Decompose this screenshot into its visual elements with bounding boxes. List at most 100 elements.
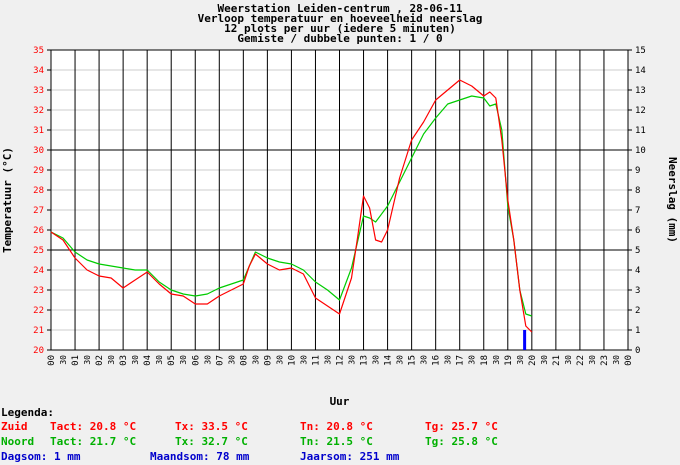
plot-border <box>50 49 629 351</box>
chart-title-line2: Verloop temperatuur en hoeveelheid neers… <box>197 12 483 25</box>
y-tick-label: 28 <box>33 186 44 196</box>
x-half-tick-label: 30 <box>444 355 453 365</box>
x-tick-label: 04 <box>143 355 153 366</box>
series-line-noord <box>50 95 532 317</box>
x-half-tick-label: 30 <box>131 355 140 365</box>
x-half-tick-label: 30 <box>275 355 284 365</box>
x-tick-label: 06 <box>191 355 201 366</box>
y-tick-label: 25 <box>33 246 44 256</box>
chart-title-line4: Gemiste / dubbele punten: 1 / 0 <box>237 32 443 45</box>
y-tick-label: 32 <box>33 106 44 116</box>
y-tick-label: 33 <box>33 86 44 96</box>
y-axis-label: Temperatuur (°C) <box>1 147 14 253</box>
legend-noord-tx: Tx: 32.7 °C <box>175 435 248 448</box>
y2-tick-label: 2 <box>635 306 640 316</box>
y2-tick-label: 9 <box>635 166 640 176</box>
y-tick-label: 20 <box>33 346 44 356</box>
x-half-tick-label: 30 <box>516 355 525 365</box>
legend-rain-month: Maandsom: 78 mm <box>150 450 250 463</box>
y-tick-label: 22 <box>33 306 44 316</box>
y-tick-label: 35 <box>33 46 44 56</box>
x-tick-label: 00 <box>47 355 57 366</box>
x-tick-label: 08 <box>239 355 249 366</box>
x-tick-label: 07 <box>215 355 225 366</box>
x-half-tick-label: 30 <box>251 355 260 365</box>
x-tick-label: 18 <box>480 355 490 366</box>
y-tick-label: 23 <box>33 286 44 296</box>
y-tick-label: 29 <box>33 166 44 176</box>
x-half-tick-label: 30 <box>588 355 597 365</box>
x-half-tick-label: 30 <box>492 355 501 365</box>
x-tick-label: 17 <box>456 355 466 366</box>
y2-tick-label: 7 <box>635 206 640 216</box>
legend-noord-label: Noord <box>1 435 35 448</box>
y-tick-label: 26 <box>33 226 44 236</box>
x-half-tick-label: 30 <box>468 355 477 365</box>
y2-tick-label: 0 <box>635 346 640 356</box>
y2-tick-label: 11 <box>635 126 646 136</box>
legend-noord-tg: Tg: 25.8 °C <box>425 435 498 448</box>
x-tick-label: 15 <box>408 355 418 366</box>
y2-tick-label: 13 <box>635 86 646 96</box>
legend-zuid-tn: Tn: 20.8 °C <box>300 420 373 433</box>
x-half-tick-label: 30 <box>59 355 68 365</box>
x-half-tick-label: 30 <box>299 355 308 365</box>
y-tick-label: 34 <box>33 66 44 76</box>
chart-title-line3: 12 plots per uur (iedere 5 minuten) <box>224 22 456 35</box>
legend-zuid-tact: Tact: 20.8 °C <box>50 420 137 433</box>
x-tick-label: 20 <box>528 355 538 366</box>
legend-zuid-tx: Tx: 33.5 °C <box>175 420 248 433</box>
legend-noord-tact: Tact: 21.7 °C <box>50 435 137 448</box>
y-tick-label: 31 <box>33 126 44 136</box>
x-tick-label: 00 <box>624 355 634 366</box>
y-tick-label: 30 <box>33 146 44 156</box>
legend-zuid-label: Zuid <box>1 420 28 433</box>
series-line-zuid <box>50 79 533 333</box>
x-half-tick-label: 30 <box>420 355 429 365</box>
x-half-tick-label: 30 <box>323 355 332 365</box>
legend-title: Legenda: <box>1 406 54 419</box>
x-tick-label: 01 <box>71 355 81 366</box>
x-half-tick-label: 30 <box>564 355 573 365</box>
y2-axis-label: Neerslag (mm) <box>666 157 679 243</box>
x-tick-label: 14 <box>384 355 394 366</box>
y2-tick-label: 1 <box>635 326 640 336</box>
y-tick-label: 24 <box>33 266 44 276</box>
y-tick-label: 27 <box>33 206 44 216</box>
x-half-tick-label: 30 <box>155 355 164 365</box>
legend-noord-tn: Tn: 21.5 °C <box>300 435 373 448</box>
x-half-tick-label: 30 <box>83 355 92 365</box>
legend-zuid-tg: Tg: 25.7 °C <box>425 420 498 433</box>
x-axis-label: Uur <box>330 395 350 408</box>
x-tick-label: 16 <box>432 355 442 366</box>
x-tick-label: 09 <box>263 355 273 366</box>
x-half-tick-label: 30 <box>396 355 405 365</box>
x-half-tick-label: 30 <box>612 355 621 365</box>
y2-tick-label: 14 <box>635 66 646 76</box>
y-tick-label: 21 <box>33 326 44 336</box>
legend-rain-day: Dagsom: 1 mm <box>1 450 81 463</box>
x-half-tick-label: 30 <box>203 355 212 365</box>
y2-tick-label: 5 <box>635 246 640 256</box>
x-tick-label: 21 <box>552 355 562 366</box>
y2-tick-label: 4 <box>635 266 640 276</box>
y2-tick-label: 15 <box>635 46 646 56</box>
x-half-tick-label: 30 <box>227 355 236 365</box>
x-half-tick-label: 30 <box>540 355 549 365</box>
x-tick-label: 19 <box>504 355 514 366</box>
x-tick-label: 05 <box>167 355 177 366</box>
weather-chart: 2021222324252627282930313233343501234567… <box>1 46 679 408</box>
x-tick-label: 22 <box>576 355 586 366</box>
x-tick-label: 12 <box>336 355 346 366</box>
x-tick-label: 23 <box>600 355 610 366</box>
y2-tick-label: 3 <box>635 286 640 296</box>
rain-bar <box>523 330 527 350</box>
x-half-tick-label: 30 <box>107 355 116 365</box>
x-tick-label: 03 <box>119 355 129 366</box>
x-half-tick-label: 30 <box>372 355 381 365</box>
x-half-tick-label: 30 <box>179 355 188 365</box>
x-tick-label: 10 <box>287 355 297 366</box>
x-tick-label: 13 <box>360 355 370 366</box>
x-tick-label: 11 <box>311 355 321 366</box>
y2-tick-label: 12 <box>635 106 646 116</box>
